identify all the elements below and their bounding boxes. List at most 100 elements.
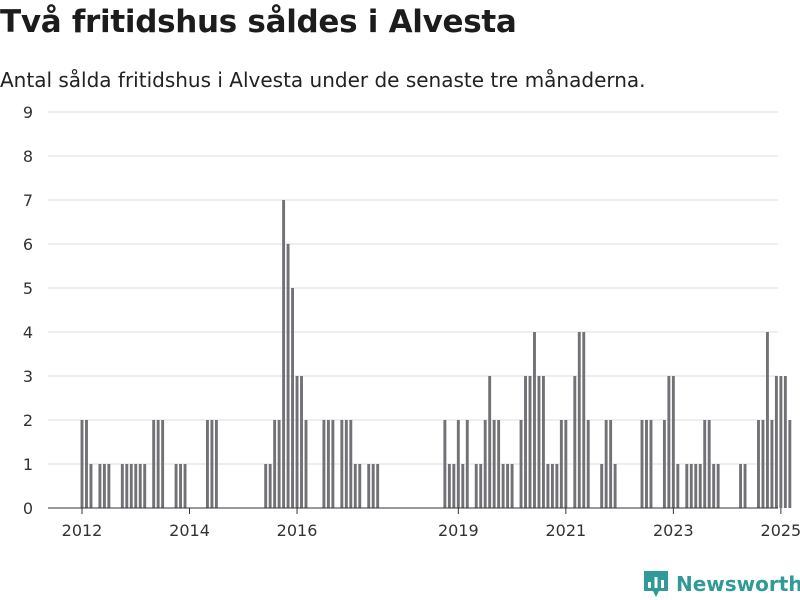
bar (743, 464, 747, 508)
x-tick-label: 2016 (277, 521, 318, 540)
bar (604, 420, 608, 508)
bar (707, 420, 711, 508)
y-tick-label: 1 (23, 455, 33, 474)
bar (559, 420, 563, 508)
bar (541, 376, 545, 508)
x-axis-ticks: 2012 2014 2016 2019 2021 2023 2025 (62, 508, 800, 540)
bar (649, 420, 653, 508)
bar (371, 464, 375, 508)
bar (179, 464, 183, 508)
bar (447, 464, 451, 508)
chart-title: Två fritidshus såldes i Alvesta (0, 4, 517, 40)
bar (577, 332, 581, 508)
y-tick-label: 0 (23, 499, 33, 518)
bar (488, 376, 492, 508)
bar (300, 376, 303, 508)
bar (586, 420, 590, 508)
bar (161, 420, 165, 508)
x-tick-label: 2019 (438, 521, 479, 540)
bar (358, 464, 362, 508)
y-tick-label: 9 (23, 103, 33, 122)
bar (671, 376, 675, 508)
bar (779, 376, 783, 508)
y-tick-label: 2 (23, 411, 33, 430)
brand-name: Newsworthy (676, 572, 800, 596)
bar (268, 464, 272, 508)
chart-subtitle: Antal sålda fritidshus i Alvesta under d… (0, 68, 646, 92)
bar (277, 420, 281, 508)
bar (107, 464, 111, 508)
bar (640, 420, 644, 508)
y-tick-label: 3 (23, 367, 33, 386)
bar (676, 464, 680, 508)
bar (85, 420, 88, 508)
bar (564, 420, 568, 508)
bar (582, 332, 586, 508)
bar (326, 420, 330, 508)
bar (304, 420, 308, 508)
bar (461, 464, 465, 508)
bar (757, 420, 760, 508)
newsworthy-logo: Newsworthy (644, 570, 800, 598)
bar (600, 464, 604, 508)
bar (210, 420, 214, 508)
y-tick-label: 6 (23, 235, 33, 254)
bar (703, 420, 707, 508)
bar (555, 464, 559, 508)
newsworthy-icon (644, 571, 668, 597)
bar (291, 288, 295, 508)
bar (129, 464, 133, 508)
bar (698, 464, 702, 508)
y-axis-ticks: 0 1 2 3 4 5 6 7 8 9 (23, 103, 33, 518)
bar (712, 464, 716, 508)
bar (497, 420, 501, 508)
bar (519, 420, 523, 508)
bar (174, 464, 178, 508)
bar (783, 376, 787, 508)
bar (533, 332, 536, 508)
bar (506, 464, 510, 508)
bar (183, 464, 187, 508)
bar (80, 420, 84, 508)
bar (667, 376, 671, 508)
bar (716, 464, 720, 508)
bar (550, 464, 554, 508)
bar (770, 420, 774, 508)
bar (273, 420, 277, 508)
bar (367, 464, 371, 508)
bar (286, 244, 290, 508)
bar (125, 464, 129, 508)
bar (138, 464, 142, 508)
bars (80, 200, 792, 508)
bar (613, 464, 617, 508)
bar (546, 464, 550, 508)
y-tick-label: 5 (23, 279, 33, 298)
bar (89, 464, 93, 508)
bar (120, 464, 124, 508)
bar (340, 420, 344, 508)
bar (295, 376, 299, 508)
bar (483, 420, 487, 508)
bar (353, 464, 357, 508)
bar (609, 420, 613, 508)
bar (452, 464, 456, 508)
x-tick-label: 2014 (169, 521, 210, 540)
bar (788, 420, 792, 508)
bar (152, 420, 156, 508)
y-tick-label: 7 (23, 191, 33, 210)
bar (537, 376, 541, 508)
bar (134, 464, 138, 508)
bar (376, 464, 380, 508)
bar (492, 420, 496, 508)
bar (689, 464, 693, 508)
bar (443, 420, 447, 508)
bar (765, 332, 769, 508)
x-tick-label: 2012 (62, 521, 103, 540)
bar (761, 420, 765, 508)
bar (474, 464, 478, 508)
bar (214, 420, 218, 508)
gridlines (48, 111, 778, 465)
y-tick-label: 4 (23, 323, 33, 342)
bar (98, 464, 102, 508)
